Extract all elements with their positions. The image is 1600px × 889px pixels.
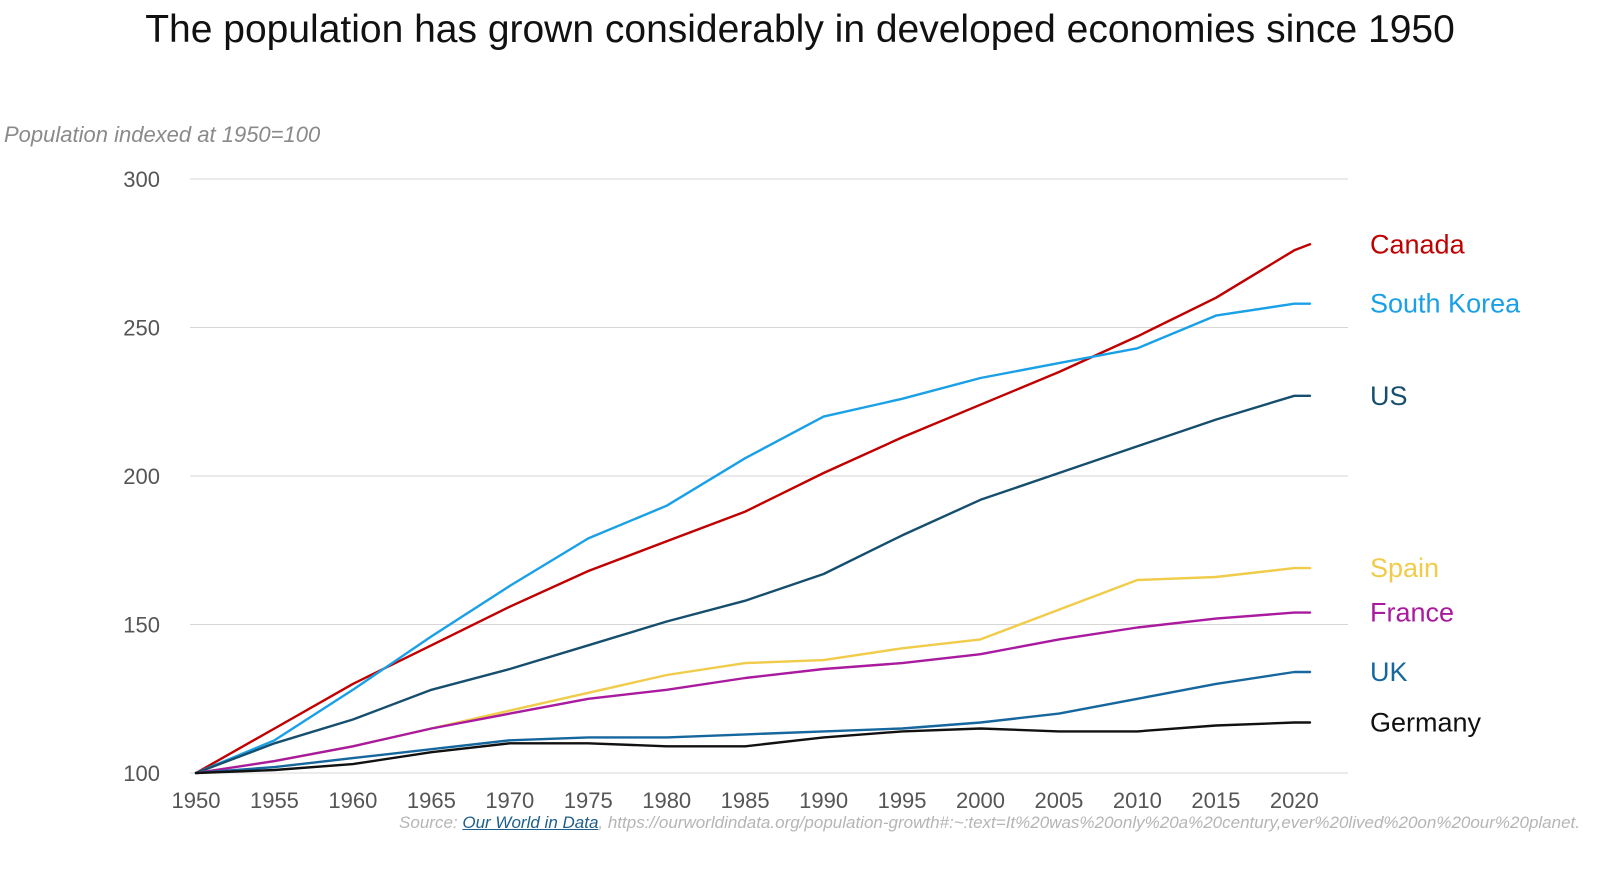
source-prefix: Source: [399, 813, 463, 832]
x-tick-label: 2005 [1034, 788, 1083, 813]
y-tick-label: 250 [123, 316, 160, 341]
series-label-uk: UK [1370, 657, 1408, 687]
series-label-us: US [1370, 381, 1408, 411]
source-link[interactable]: Our World in Data [462, 813, 599, 832]
series-line-germany [194, 721, 1312, 775]
x-tick-label: 2020 [1270, 788, 1319, 813]
x-tick-label: 1955 [250, 788, 299, 813]
series-label-germany: Germany [1370, 708, 1482, 738]
x-tick-label: 1950 [172, 788, 221, 813]
x-tick-label: 2000 [956, 788, 1005, 813]
y-tick-label: 150 [123, 613, 160, 638]
y-tick-label: 300 [123, 167, 160, 192]
x-tick-label: 1960 [328, 788, 377, 813]
x-tick-label: 1990 [799, 788, 848, 813]
x-tick-label: 1975 [564, 788, 613, 813]
source-note: Source: Our World in Data, https://ourwo… [0, 813, 1580, 833]
series-line-france [194, 611, 1312, 775]
series-labels: Canada South Korea US Spain France UK Germany [1370, 229, 1521, 737]
x-tick-label: 1965 [407, 788, 456, 813]
series-label-spain: Spain [1370, 553, 1439, 583]
series-label-south-korea: South Korea [1370, 289, 1521, 319]
series-label-canada: Canada [1370, 229, 1466, 259]
source-url: , https://ourworldindata.org/population-… [598, 813, 1580, 832]
series-line-us [194, 394, 1312, 775]
x-tick-label: 2010 [1113, 788, 1162, 813]
x-tick-label: 1970 [485, 788, 534, 813]
x-tick-label: 2015 [1191, 788, 1240, 813]
x-tick-label: 1985 [721, 788, 770, 813]
y-axis-label: Population indexed at 1950=100 [4, 122, 321, 147]
series-line-uk [194, 670, 1312, 775]
x-axis-ticks: 1950 1955 1960 1965 1970 1975 1980 1985 1990 1995… [172, 788, 1319, 813]
series-line-south-korea [194, 302, 1312, 775]
chart-title: The population has grown considerably in… [145, 8, 1455, 51]
series-line-canada [194, 243, 1312, 775]
series-lines [194, 243, 1312, 775]
x-tick-label: 1980 [642, 788, 691, 813]
y-tick-label: 200 [123, 464, 160, 489]
series-label-france: France [1370, 598, 1454, 628]
y-tick-label: 100 [123, 761, 160, 786]
y-axis-ticks: 100 150 200 250 300 [123, 167, 160, 786]
x-tick-label: 1995 [878, 788, 927, 813]
